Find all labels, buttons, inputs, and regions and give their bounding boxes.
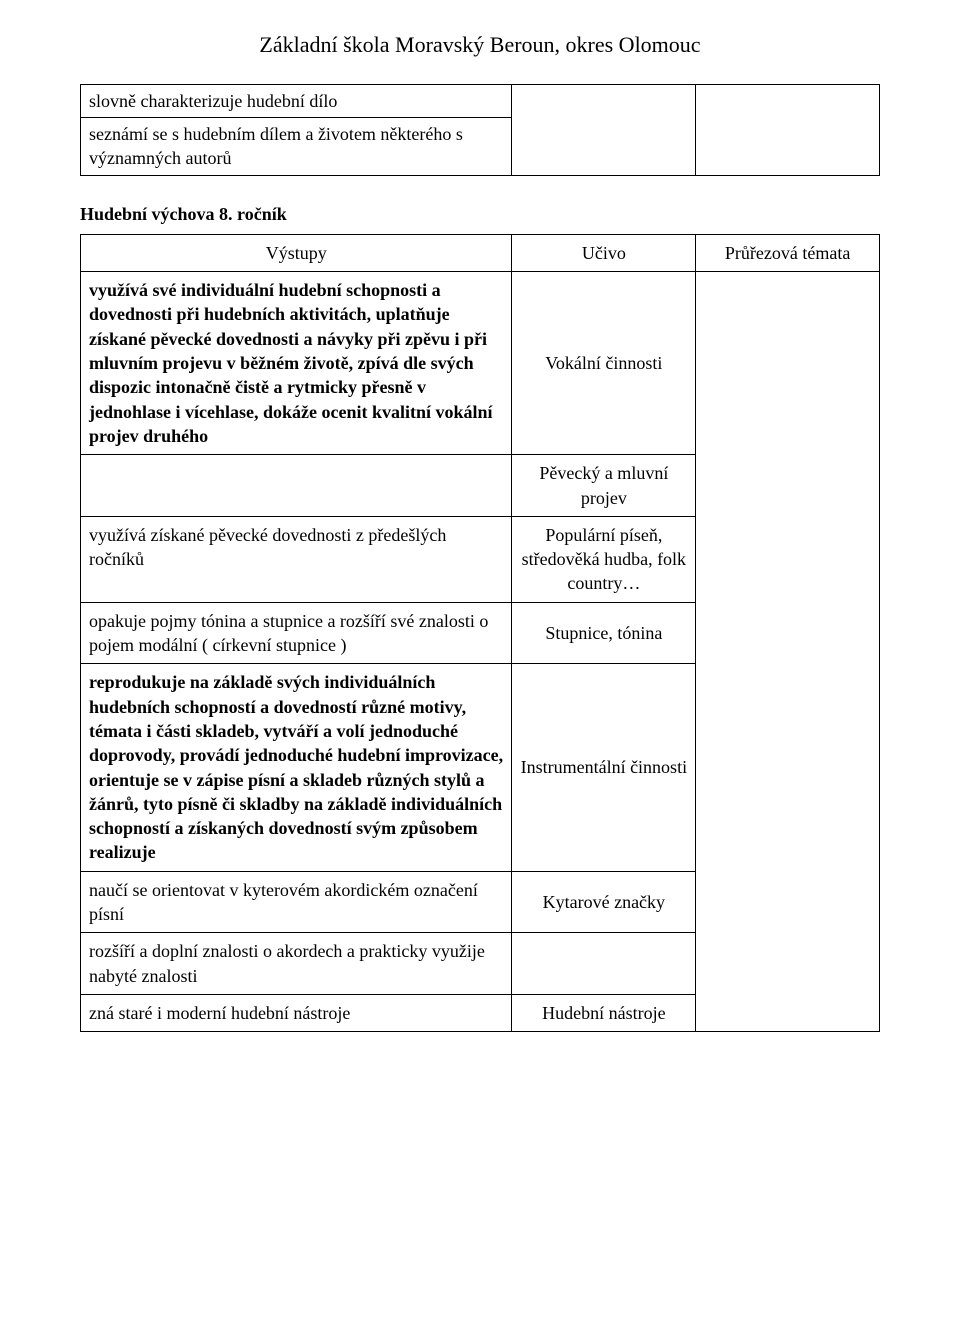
table-header-row: Výstupy Učivo Průřezová témata [81,234,880,271]
cell-left: využívá získané pěvecké dovednosti z pře… [81,516,512,602]
cell-right [696,84,880,175]
table-row: využívá své individuální hudební schopno… [81,272,880,455]
page-header: Základní škola Moravský Beroun, okres Ol… [80,30,880,60]
cell-left: využívá své individuální hudební schopno… [81,272,512,455]
cell-right [696,272,880,1032]
header-prurezova: Průřezová témata [696,234,880,271]
table-row: slovně charakterizuje hudební dílo [81,84,880,117]
top-table: slovně charakterizuje hudební dílo sezná… [80,84,880,176]
main-table: Výstupy Učivo Průřezová témata využívá s… [80,234,880,1032]
subject-title: Hudební výchova 8. ročník [80,202,880,226]
cell-mid: Instrumentální činnosti [512,664,696,871]
cell-mid: Hudební nástroje [512,994,696,1031]
header-vystupy: Výstupy [81,234,512,271]
cell-left: naučí se orientovat v kyterovém akordick… [81,871,512,933]
header-ucivo: Učivo [512,234,696,271]
cell-left: reprodukuje na základě svých individuáln… [81,664,512,871]
cell-mid: Kytarové značky [512,871,696,933]
cell-left: zná staré i moderní hudební nástroje [81,994,512,1031]
cell-mid: Populární píseň, středověká hudba, folk … [512,516,696,602]
cell-mid [512,84,696,175]
cell-left: rozšíří a doplní znalosti o akordech a p… [81,933,512,995]
cell-left: slovně charakterizuje hudební dílo [81,84,512,117]
cell-left [81,455,512,517]
cell-left: seznámí se s hudebním dílem a životem ně… [81,117,512,175]
cell-mid [512,933,696,995]
cell-mid: Pěvecký a mluvní projev [512,455,696,517]
cell-mid: Stupnice, tónina [512,602,696,664]
cell-left: opakuje pojmy tónina a stupnice a rozšíř… [81,602,512,664]
cell-mid: Vokální činnosti [512,272,696,455]
